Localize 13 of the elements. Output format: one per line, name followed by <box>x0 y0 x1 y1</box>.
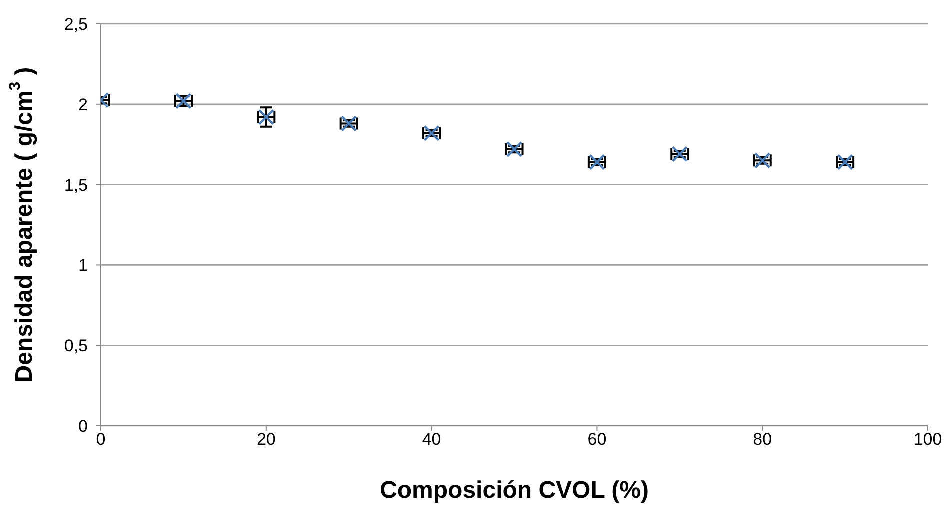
x-tick-label: 80 <box>753 430 772 450</box>
y-tick-label: 2 <box>78 95 88 114</box>
y-tick-label: 2,5 <box>64 15 88 34</box>
y-tick-label: 0 <box>78 417 88 436</box>
y-tick-label: 1 <box>78 256 88 276</box>
x-tick-label: 0 <box>96 430 106 450</box>
x-tick-label: 100 <box>914 430 942 450</box>
x-tick-label: 60 <box>588 430 607 450</box>
x-tick-label: 40 <box>422 430 442 450</box>
x-tick-label: 20 <box>256 430 276 450</box>
x-axis-title: Composición CVOL (%) <box>380 477 649 504</box>
y-tick-label: 1,5 <box>64 176 88 195</box>
y-tick-label: 0,5 <box>64 336 88 356</box>
